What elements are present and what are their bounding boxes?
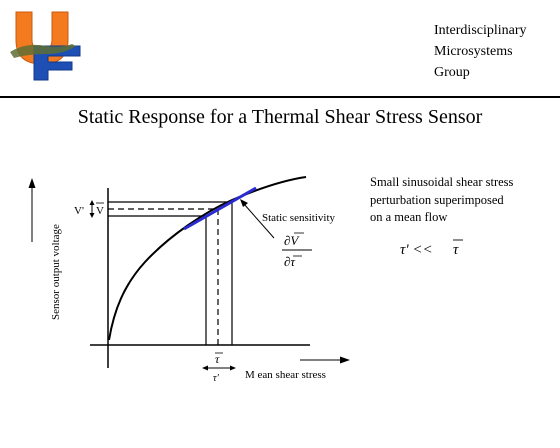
- derivative-numerator: ∂V: [284, 233, 300, 248]
- v-prime-label: V': [74, 205, 84, 217]
- static-sensitivity-label: Static sensitivity: [262, 212, 336, 224]
- relation-left: τ' <<: [400, 242, 433, 258]
- uf-logo: UF: [10, 11, 81, 81]
- v-mean-label: V: [96, 205, 104, 217]
- x-axis-arrow: [300, 356, 350, 364]
- header-divider: [0, 96, 560, 98]
- perturbation-note: Small sinusoidal shear stress perturbati…: [370, 174, 558, 227]
- sensitivity-pointer-arrow: [240, 199, 275, 239]
- x-axis-label: M ean shear stress: [245, 369, 326, 381]
- slide-title: Static Response for a Thermal Shear Stre…: [77, 106, 483, 128]
- tau-prime-arrow: [202, 365, 236, 371]
- v-prime-arrow: [89, 200, 95, 218]
- note-line-1: Small sinusoidal shear stress: [370, 175, 514, 189]
- note-line-3: on a mean flow: [370, 210, 448, 224]
- relation-right: τ: [453, 242, 459, 258]
- tau-mean-label: τ: [215, 352, 220, 366]
- y-axis-arrow: [28, 178, 36, 242]
- derivative-denominator: ∂τ: [284, 254, 296, 269]
- group-name-line-1: Interdisciplinary: [434, 23, 527, 38]
- y-axis-label: Sensor output voltage: [50, 224, 62, 320]
- note-line-2: perturbation superimposed: [370, 192, 504, 207]
- group-name: Interdisciplinary Microsystems Group: [434, 20, 556, 83]
- static-response-diagram: Sensor output voltage M ean shear stress…: [28, 176, 463, 384]
- response-curve: [108, 176, 307, 341]
- tau-prime-label: τ': [213, 373, 220, 384]
- group-name-line-2: Microsystems: [434, 44, 513, 59]
- group-name-line-3: Group: [434, 65, 470, 80]
- tangent-line: [183, 186, 257, 231]
